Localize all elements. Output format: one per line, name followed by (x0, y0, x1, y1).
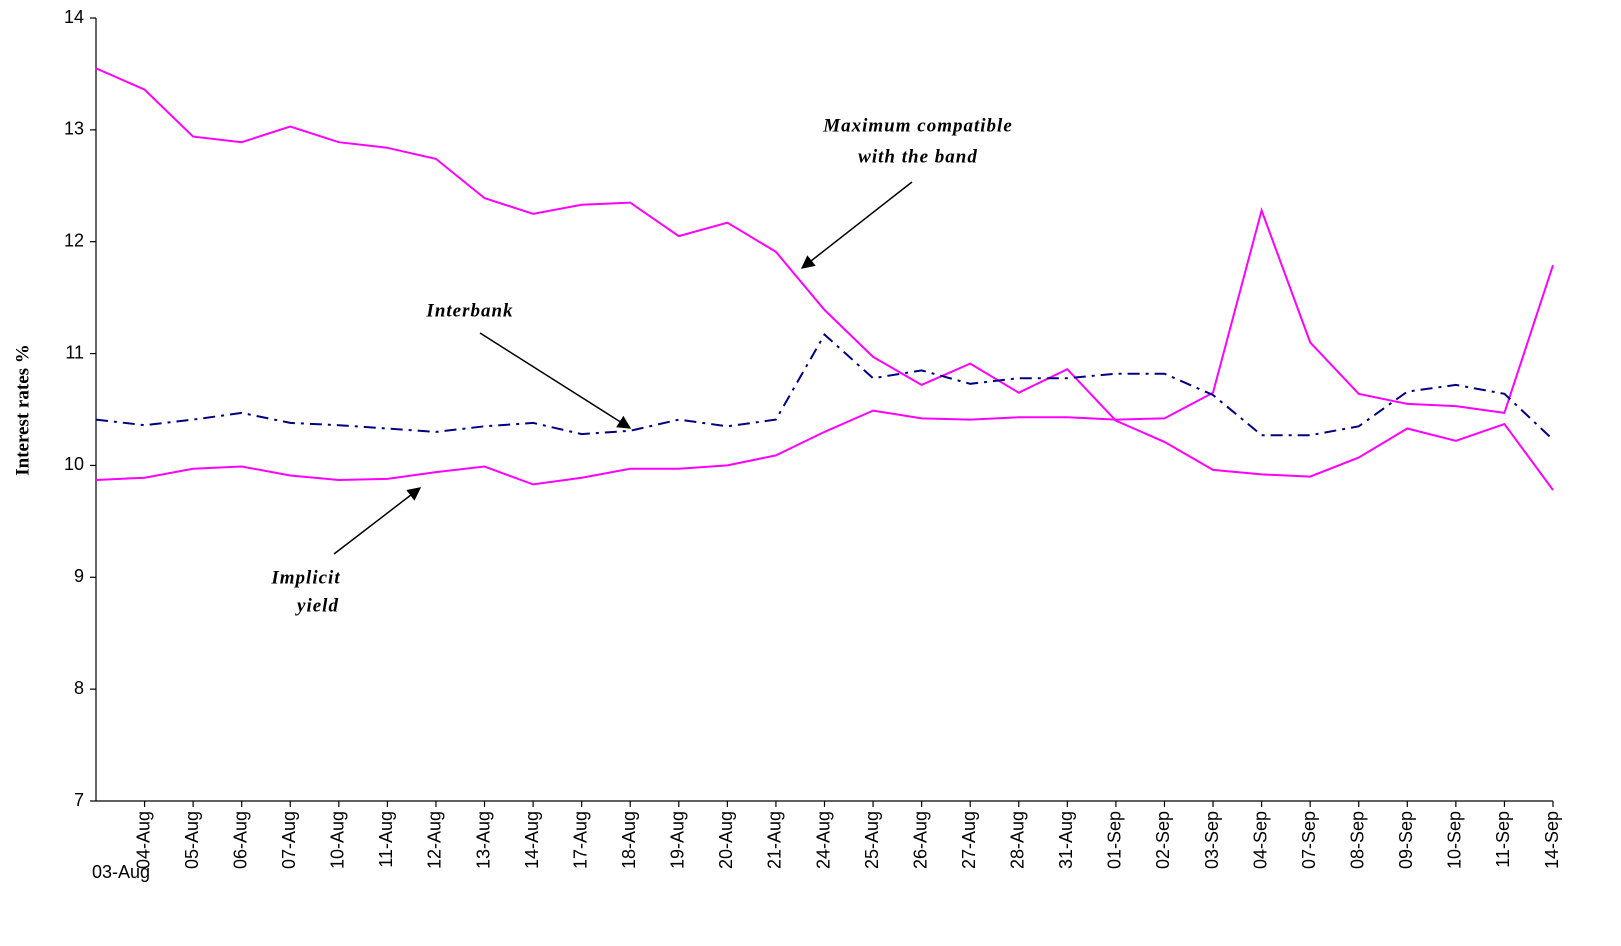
x-tick-label: 26-Aug (910, 811, 930, 869)
y-tick-label: 12 (64, 230, 84, 250)
x-tick-label: 14-Aug (522, 811, 542, 869)
x-tick-label: 17-Aug (570, 811, 590, 869)
y-axis-label: Interest rates % (12, 344, 33, 476)
x-tick-label: 18-Aug (619, 811, 639, 869)
x-tick-label: 02-Sep (1153, 811, 1173, 869)
x-tick-label: 25-Aug (862, 811, 882, 869)
x-tick-label: 09-Sep (1396, 811, 1416, 869)
x-tick-label: 27-Aug (959, 811, 979, 869)
x-tick-label: 08-Sep (1347, 811, 1367, 869)
y-tick-label: 11 (65, 342, 84, 362)
y-tick-label: 13 (64, 119, 84, 139)
arrow (479, 332, 632, 429)
x-tick-label: 07-Sep (1299, 811, 1319, 869)
annotation: with the band (858, 146, 978, 167)
x-tick-label: 31-Aug (1056, 811, 1076, 869)
x-tick-label: 14-Sep (1542, 811, 1562, 869)
x-tick-label: 05-Aug (182, 811, 202, 869)
y-tick-label: 14 (64, 7, 84, 27)
x-tick-label: 12-Aug (425, 811, 445, 869)
series-line (95, 67, 1554, 491)
y-tick-label: 8 (74, 678, 84, 698)
x-tick-label: 10-Sep (1445, 811, 1465, 869)
y-tick-label: 9 (74, 566, 84, 586)
x-tick-label: 21-Aug (765, 811, 785, 869)
annotation: Interbank (425, 300, 513, 321)
annotation: Maximum compatible (822, 115, 1013, 136)
x-tick-label: 03-Aug (92, 862, 150, 882)
x-tick-label: 04-Aug (133, 811, 153, 869)
annotation: yield (295, 595, 339, 616)
annotation: Implicit (270, 567, 340, 588)
y-tick-label: 10 (64, 454, 84, 474)
x-tick-label: 01-Sep (1105, 811, 1125, 869)
x-tick-label: 04-Sep (1250, 811, 1270, 869)
x-tick-label: 07-Aug (279, 811, 299, 869)
arrow (800, 181, 913, 269)
x-tick-label: 19-Aug (668, 811, 688, 869)
x-tick-label: 20-Aug (716, 811, 736, 869)
series-line (95, 333, 1554, 441)
arrow (333, 487, 422, 555)
y-tick-label: 7 (74, 790, 84, 810)
x-tick-label: 10-Aug (328, 811, 348, 869)
x-tick-label: 13-Aug (473, 811, 493, 869)
x-tick-label: 11-Sep (1493, 811, 1513, 868)
x-tick-label: 28-Aug (1008, 811, 1028, 869)
x-tick-label: 06-Aug (230, 811, 250, 869)
x-tick-label: 24-Aug (813, 811, 833, 869)
x-tick-label: 03-Sep (1202, 811, 1222, 869)
series-line (95, 207, 1554, 486)
x-tick-label: 11-Aug (376, 811, 396, 868)
